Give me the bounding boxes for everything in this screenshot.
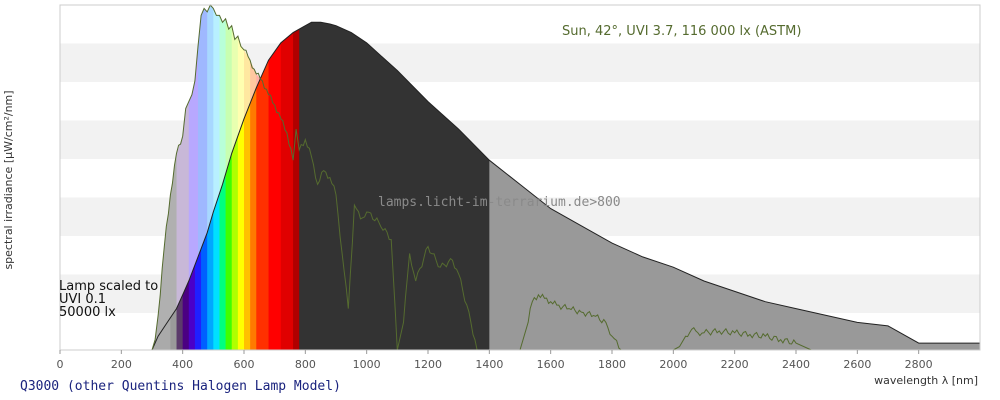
sun-spectrum-band: [213, 5, 220, 350]
x-tick-label: 1600: [537, 358, 565, 371]
lamp-spectrum-band: [219, 22, 227, 350]
x-axis-title: wavelength λ [nm]: [874, 374, 978, 387]
lamp-spectrum-band: [280, 22, 294, 350]
x-tick-label: 1200: [414, 358, 442, 371]
sun-line-path: [151, 4, 980, 351]
sun-spectrum-band: [188, 5, 199, 350]
watermark-text: lamps.licht-im-terrarium.de>800: [378, 195, 621, 210]
lamp-spectrum-band: [250, 22, 257, 350]
y-axis-title: spectral irradiance [µW/cm²/nm]: [2, 90, 15, 269]
x-tick-label: 600: [234, 358, 255, 371]
x-tick-label: 1000: [353, 358, 381, 371]
x-tick-label: 1400: [475, 358, 503, 371]
sun-curve: [151, 4, 980, 351]
plot-frame: [59, 4, 981, 351]
x-tick-label: 2000: [659, 358, 687, 371]
x-tick-label: 400: [172, 358, 193, 371]
lamp-outline-line: [151, 21, 980, 351]
sun-series-label: Sun, 42°, UVI 3.7, 116 000 lx (ASTM): [562, 24, 801, 39]
lamp-spectrum-band: [244, 22, 251, 350]
lamp-label-line-2: UVI 0.1: [59, 292, 106, 307]
x-tick-label: 200: [111, 358, 132, 371]
x-tick-label: 2400: [782, 358, 810, 371]
lamp-spectrum-band: [293, 22, 303, 350]
x-tick-label: 0: [57, 358, 64, 371]
lamp-label-line-1: Lamp scaled to: [59, 279, 158, 294]
x-tick-label: 2200: [721, 358, 749, 371]
lamp-curve: [151, 21, 980, 351]
chart-caption: Q3000 (other Quentins Halogen Lamp Model…: [20, 379, 341, 394]
lamp-spectrum-band: [237, 22, 245, 350]
x-axis-ticks: 0 200 400 600 800 1000 1200 1400 1600 1800 2000 220…: [57, 350, 933, 371]
sun-spectrum-band: [219, 5, 227, 350]
lamp-label-line-3: 50000 lx: [59, 305, 116, 320]
sun-spectrum-band: [207, 5, 214, 350]
x-tick-label: 1800: [598, 358, 626, 371]
lamp-spectrum-band: [231, 22, 239, 350]
lamp-spectrum-band: [256, 22, 270, 350]
lamp-spectrum-band: [225, 22, 233, 350]
sun-spectrum-band: [198, 5, 208, 350]
x-tick-label: 2600: [843, 358, 871, 371]
lamp-spectrum-band: [268, 22, 282, 350]
x-tick-label: 2800: [905, 358, 933, 371]
x-tick-label: 800: [295, 358, 316, 371]
